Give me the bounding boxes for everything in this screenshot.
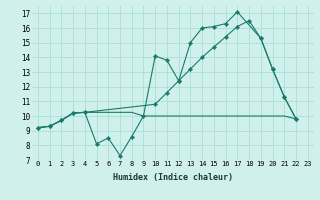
X-axis label: Humidex (Indice chaleur): Humidex (Indice chaleur) [113,173,233,182]
